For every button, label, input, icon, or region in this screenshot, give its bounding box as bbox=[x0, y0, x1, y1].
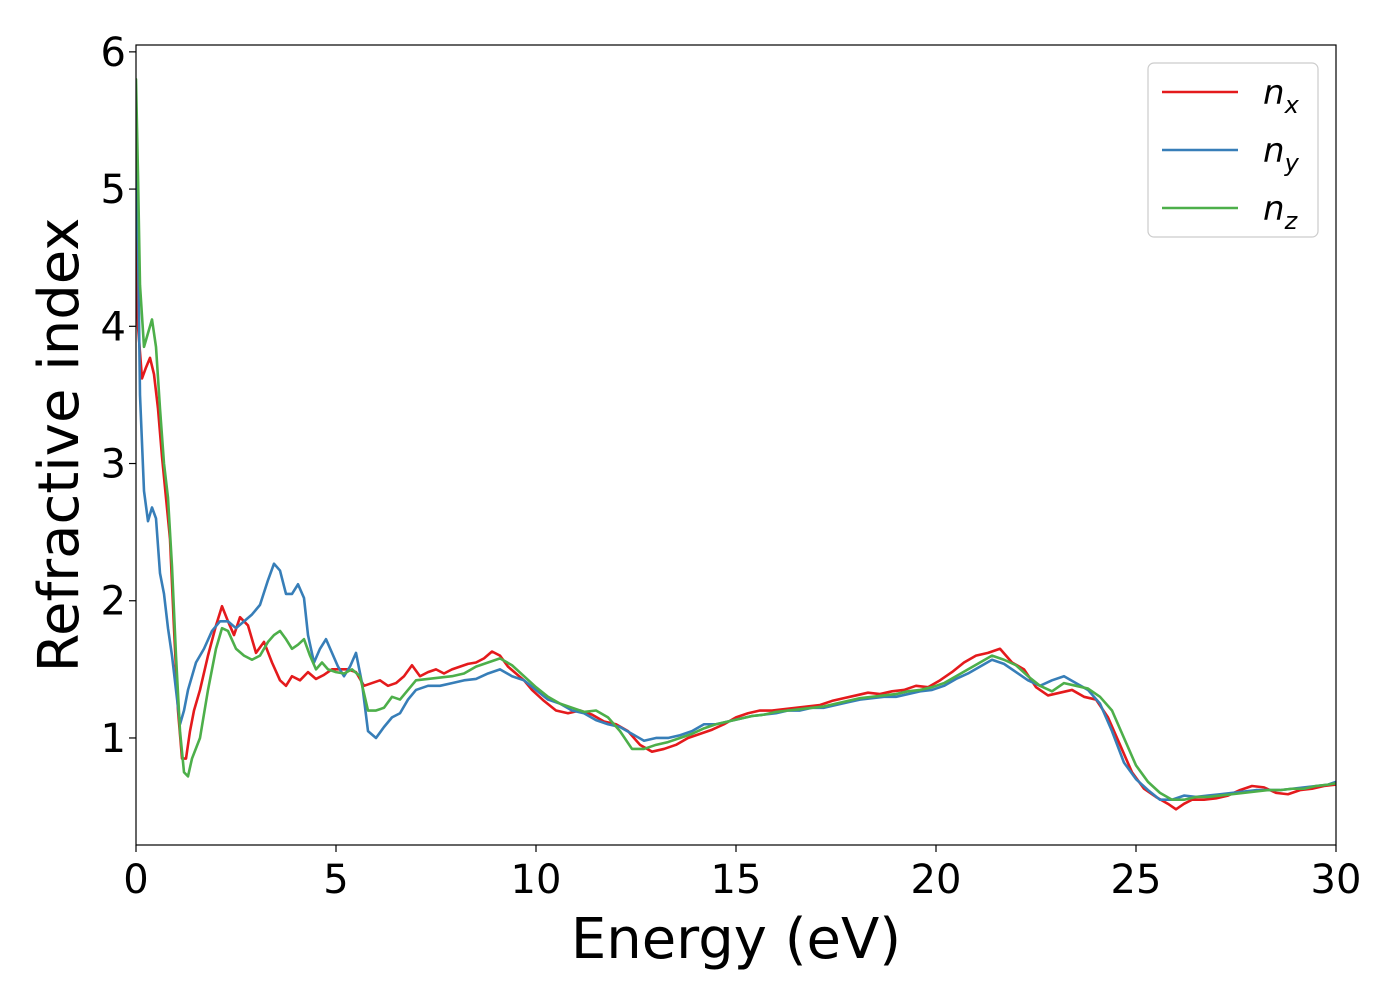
plot-lines bbox=[136, 78, 1336, 811]
legend-item-n-y: ny bbox=[1162, 131, 1300, 177]
plot-frame bbox=[135, 44, 1337, 846]
y-tick-label: 6 bbox=[101, 30, 126, 76]
legend-item-n-z: nz bbox=[1162, 189, 1299, 235]
series-line-n-z bbox=[136, 78, 1336, 802]
y-tick-label: 5 bbox=[101, 167, 126, 213]
y-tick-label: 2 bbox=[101, 579, 126, 625]
x-tick-label: 15 bbox=[711, 857, 762, 903]
legend-label: nz bbox=[1263, 189, 1299, 235]
x-tick-label: 10 bbox=[511, 857, 562, 903]
legend-label: nx bbox=[1263, 73, 1300, 119]
series-line-n-x bbox=[136, 235, 1336, 811]
y-tick-label: 4 bbox=[101, 304, 126, 350]
legend-label: ny bbox=[1263, 131, 1300, 177]
y-axis-ticks: 1 2 3 4 5 6 bbox=[101, 30, 136, 762]
x-axis-title: Energy (eV) bbox=[571, 907, 901, 972]
x-tick-label: 20 bbox=[911, 857, 962, 903]
x-axis-ticks: 0 5 10 15 20 25 30 bbox=[123, 845, 1361, 903]
x-tick-label: 30 bbox=[1311, 857, 1362, 903]
y-axis-title: Refractive index bbox=[27, 218, 92, 673]
x-tick-label: 5 bbox=[323, 857, 348, 903]
x-tick-label: 25 bbox=[1111, 857, 1162, 903]
legend-item-n-x: nx bbox=[1162, 73, 1300, 119]
y-tick-label: 3 bbox=[101, 442, 126, 488]
series-line-n-y bbox=[136, 160, 1336, 802]
y-tick-label: 1 bbox=[101, 716, 126, 762]
x-tick-label: 0 bbox=[123, 857, 148, 903]
legend: nx ny nz bbox=[1147, 62, 1319, 238]
